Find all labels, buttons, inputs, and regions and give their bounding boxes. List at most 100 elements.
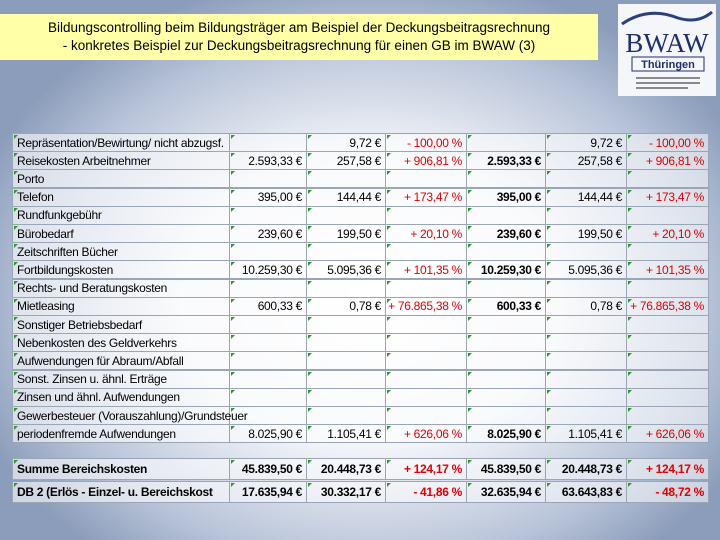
value-cell: 9,72 € — [545, 133, 627, 152]
value-cell: + 626,06 % — [626, 424, 709, 444]
table-row: Mietleasing 600,33 €0,78 € + 76.865,38 % 60… — [12, 296, 709, 316]
value-cell — [466, 369, 546, 389]
value-cell — [545, 205, 627, 225]
row-label: Porto — [12, 169, 230, 189]
row-label: Reisekosten Arbeitnehmer — [12, 151, 230, 171]
value-cell: 239,60 € — [229, 224, 307, 243]
row-label: Summe Bereichskosten — [12, 458, 230, 480]
row-label: Telefon — [12, 187, 230, 207]
row-label: Sonstiger Betriebsbedarf — [12, 315, 230, 334]
value-cell: 8.025,90 € — [466, 424, 546, 444]
value-cell: 1.105,41 € — [545, 424, 627, 444]
value-cell — [229, 278, 307, 298]
value-cell — [466, 406, 546, 425]
row-label: Rechts- und Beratungskosten — [12, 278, 230, 298]
value-cell: - 48,72 % — [626, 481, 709, 503]
value-cell — [466, 387, 546, 407]
logo-frame — [631, 56, 705, 72]
value-cell: 10.259,30 € — [229, 260, 307, 280]
value-cell — [306, 351, 386, 371]
total-row: DB 2 (Erlös - Einzel- u. Bereichskost 17.… — [12, 481, 709, 503]
value-cell — [229, 387, 307, 407]
value-cell — [466, 133, 546, 152]
table-row: Rundfunkgebühr — [12, 205, 709, 225]
row-label: Fortbildungskosten — [12, 260, 230, 280]
value-cell — [385, 169, 467, 189]
value-cell: 30.332,17 € — [306, 481, 386, 503]
value-cell — [626, 406, 709, 425]
value-cell — [466, 205, 546, 225]
value-cell: + 20,10 % — [385, 224, 467, 243]
value-cell: 199,50 € — [545, 224, 627, 243]
value-cell — [229, 333, 307, 353]
row-label: Nebenkosten des Geldverkehrs — [12, 333, 230, 353]
value-cell: + 906,81 % — [385, 151, 467, 171]
table-row: Fortbildungskosten 10.259,30 €5.095,36 € +… — [12, 260, 709, 280]
value-cell: 2.593,33 € — [466, 151, 546, 171]
value-cell — [229, 133, 307, 152]
value-cell — [229, 351, 307, 371]
value-cell — [306, 406, 386, 425]
value-cell — [626, 333, 709, 353]
value-cell: 45.839,50 € — [466, 458, 546, 480]
logo-subtitle: Thüringen — [641, 59, 695, 71]
row-label: Mietleasing — [12, 296, 230, 316]
table-row: Nebenkosten des Geldverkehrs — [12, 333, 709, 353]
value-cell — [626, 278, 709, 298]
logo: BWAW Thüringen — [618, 4, 716, 96]
value-cell — [385, 351, 467, 371]
value-cell: - 41,86 % — [385, 481, 467, 503]
title-box: Bildungscontrolling beim Bildungsträger … — [0, 14, 598, 60]
value-cell — [545, 242, 627, 262]
value-cell — [306, 315, 386, 334]
value-cell — [466, 242, 546, 262]
value-cell — [385, 369, 467, 389]
value-cell — [545, 351, 627, 371]
table-row: Zinsen und ähnl. Aufwendungen — [12, 387, 709, 407]
value-cell — [466, 351, 546, 371]
value-cell: 17.635,94 € — [229, 481, 307, 503]
value-cell — [626, 387, 709, 407]
value-cell — [466, 333, 546, 353]
row-label: Sonst. Zinsen u. ähnl. Erträge — [12, 369, 230, 389]
table-row: periodenfremde Aufwendungen 8.025,90 €1.1… — [12, 424, 709, 444]
value-cell — [466, 278, 546, 298]
value-cell — [229, 169, 307, 189]
value-cell — [545, 387, 627, 407]
value-cell: 144,44 € — [306, 187, 386, 207]
value-cell: 2.593,33 € — [229, 151, 307, 171]
row-label: Bürobedarf — [12, 224, 230, 243]
value-cell: + 101,35 % — [385, 260, 467, 280]
table-row: Repräsentation/Bewirtung/ nicht abzugsf.… — [12, 133, 709, 152]
value-cell — [385, 333, 467, 353]
value-cell — [306, 242, 386, 262]
value-cell — [385, 406, 467, 425]
value-cell — [229, 315, 307, 334]
value-cell: 63.643,83 € — [545, 481, 627, 503]
value-cell: 20.448,73 € — [306, 458, 386, 480]
value-cell: 0,78 € — [545, 296, 627, 316]
value-cell: + 906,81 % — [626, 151, 709, 171]
value-cell: 45.839,50 € — [229, 458, 307, 480]
value-cell — [385, 242, 467, 262]
total-row: Summe Bereichskosten 45.839,50 €20.448,73… — [12, 458, 709, 480]
value-cell — [306, 333, 386, 353]
value-cell: 257,58 € — [545, 151, 627, 171]
table-row: Zeitschriften Bücher — [12, 242, 709, 262]
value-cell — [385, 205, 467, 225]
value-cell — [545, 369, 627, 389]
value-cell — [545, 333, 627, 353]
value-cell: 600,33 € — [466, 296, 546, 316]
value-cell: 239,60 € — [466, 224, 546, 243]
value-cell: 600,33 € — [229, 296, 307, 316]
value-cell — [626, 169, 709, 189]
table-row: Telefon 395,00 €144,44 € + 173,47 % 395,00 … — [12, 187, 709, 207]
value-cell — [626, 315, 709, 334]
table-row: Reisekosten Arbeitnehmer 2.593,33 €257,58… — [12, 151, 709, 171]
value-cell: + 124,17 % — [385, 458, 467, 480]
logo-name: BWAW — [625, 28, 709, 58]
value-cell — [229, 369, 307, 389]
value-cell — [626, 351, 709, 371]
row-label: Gewerbesteuer (Vorauszahlung)/Grundsteue… — [12, 406, 248, 425]
row-label: Repräsentation/Bewirtung/ nicht abzugsf. — [12, 133, 230, 152]
